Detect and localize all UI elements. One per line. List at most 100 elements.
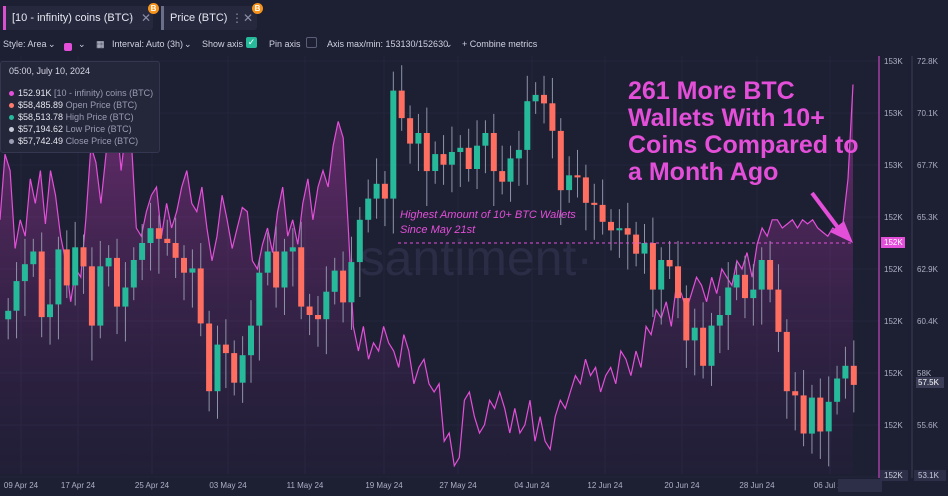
- color-swatch[interactable]: [64, 40, 72, 51]
- pin-axis-checkbox[interactable]: [306, 37, 317, 48]
- candle-body: [407, 118, 414, 144]
- candle-body: [423, 133, 430, 172]
- legend-row-open: $58,485.89 Open Price (BTC): [9, 100, 137, 112]
- more-icon[interactable]: ⋮: [125, 11, 137, 25]
- tab-label: Price (BTC): [170, 12, 228, 24]
- candle-body: [381, 183, 388, 199]
- candle-body: [524, 101, 531, 150]
- candle-body: [80, 247, 87, 267]
- chevron-down-icon[interactable]: ⌄: [445, 39, 453, 49]
- candle-body: [850, 365, 857, 385]
- legend-date: 05:00, July 10, 2024: [9, 66, 91, 76]
- candle-body: [792, 391, 799, 396]
- candle-body: [289, 247, 296, 252]
- tab-bar: [10 - infinity) coins (BTC) ⋮ ✕ B Price …: [0, 0, 948, 36]
- bottom-inner-tag: [880, 470, 908, 481]
- candle-body: [155, 228, 162, 239]
- candle-body: [63, 249, 70, 286]
- watermark: ·santiment·: [343, 230, 593, 286]
- candle-body: [742, 274, 748, 299]
- candle-body: [21, 264, 28, 282]
- tab-wallets-metric[interactable]: [10 - infinity) coins (BTC) ⋮ ✕: [3, 6, 153, 30]
- candle-body: [800, 395, 807, 434]
- candle-body: [348, 262, 355, 303]
- candle-body: [624, 228, 631, 235]
- x-tick-label: 06 Jul 24: [814, 481, 847, 490]
- candle-body: [541, 94, 547, 104]
- x-tick-label: 12 Jun 24: [587, 481, 623, 490]
- y-inner-tick-label: 152K: [884, 421, 903, 430]
- legend-row-wallets: 152.91K [10 - infinity) coins (BTC): [9, 88, 153, 100]
- candle-body: [88, 266, 95, 326]
- show-axis-checkbox[interactable]: ✓: [246, 37, 257, 48]
- candle-body: [733, 274, 740, 288]
- y-outer-tick-label: 60.4K: [917, 317, 939, 326]
- candle-body: [72, 247, 79, 286]
- series-dot-icon: [9, 127, 14, 133]
- chevron-down-icon[interactable]: ⌄: [184, 39, 192, 49]
- chevron-down-icon[interactable]: ⌄: [78, 39, 86, 49]
- chevron-down-icon[interactable]: ⌄: [48, 39, 56, 49]
- legend-row-low: $57,194.62 Low Price (BTC): [9, 124, 132, 136]
- candle-body: [306, 306, 313, 315]
- x-axis: 09 Apr 24 17 Apr 24 25 Apr 24 03 May 24 11 M…: [4, 479, 882, 492]
- candle-body: [281, 251, 288, 288]
- tab-price-metric[interactable]: Price (BTC) ⋮ ✕: [161, 6, 257, 30]
- candle-body: [641, 243, 648, 254]
- candle-body: [507, 158, 514, 182]
- candle-body: [164, 238, 171, 243]
- close-icon[interactable]: ✕: [243, 11, 254, 25]
- candle-body: [331, 270, 338, 292]
- x-tick-label: 20 Jun 24: [664, 481, 700, 490]
- candle-body: [147, 228, 154, 243]
- candle-body: [675, 266, 681, 299]
- candle-body: [825, 401, 832, 432]
- axis-minmax-selector[interactable]: Axis max/min: 153130/152630: [327, 39, 449, 49]
- candle-body: [365, 198, 372, 220]
- x-tick-label: 03 May 24: [209, 481, 247, 490]
- more-icon[interactable]: ⋮: [231, 11, 243, 25]
- series-dot-icon: [9, 115, 14, 121]
- candle-body: [482, 133, 489, 146]
- candle-body: [248, 325, 254, 356]
- style-selector[interactable]: Style: Area: [3, 39, 47, 49]
- candle-body: [549, 103, 556, 131]
- candle-body: [172, 243, 179, 258]
- candle-body: [273, 251, 280, 288]
- y-outer-tick-label: 67.7K: [917, 161, 939, 170]
- x-tick-label: 28 Jun 24: [739, 481, 775, 490]
- interval-selector[interactable]: Interval: Auto (3h): [112, 39, 184, 49]
- tab-color-bar: [3, 6, 6, 30]
- candle-body: [206, 323, 213, 392]
- bottom-outer-tag: [914, 470, 946, 481]
- bottom-outer-tag-text: 53.1K: [918, 471, 940, 480]
- x-current-tag: [838, 479, 882, 492]
- candle-body: [758, 260, 765, 290]
- series-dot-icon: [9, 91, 14, 97]
- candle-body: [834, 378, 841, 402]
- candle-body: [448, 152, 455, 165]
- candle-body: [716, 315, 723, 326]
- series-dot-icon: [9, 103, 14, 109]
- y-inner-tick-label: 153K: [884, 57, 903, 66]
- bottom-inner-tag-text: 152K: [884, 471, 903, 480]
- calendar-icon: ▦: [96, 39, 105, 49]
- y-inner-tick-label: 152K: [884, 213, 903, 222]
- candle-body: [532, 94, 539, 102]
- candle-body: [298, 247, 305, 307]
- combine-metrics-button[interactable]: + Combine metrics: [462, 39, 538, 49]
- candle-body: [515, 149, 522, 159]
- close-icon[interactable]: ✕: [141, 11, 152, 25]
- candle-body: [323, 291, 330, 320]
- candle-body: [122, 287, 129, 307]
- candle-body: [315, 315, 321, 320]
- candle-body: [181, 257, 187, 273]
- x-tick-label: 27 May 24: [439, 481, 477, 490]
- candle-body: [139, 243, 146, 260]
- candle-body: [499, 171, 506, 182]
- y-outer-tick-label: 70.1K: [917, 109, 939, 118]
- candle-body: [582, 177, 589, 203]
- y-outer-tick-label: 72.8K: [917, 57, 939, 66]
- candle-body: [658, 260, 665, 290]
- candle-body: [189, 268, 196, 273]
